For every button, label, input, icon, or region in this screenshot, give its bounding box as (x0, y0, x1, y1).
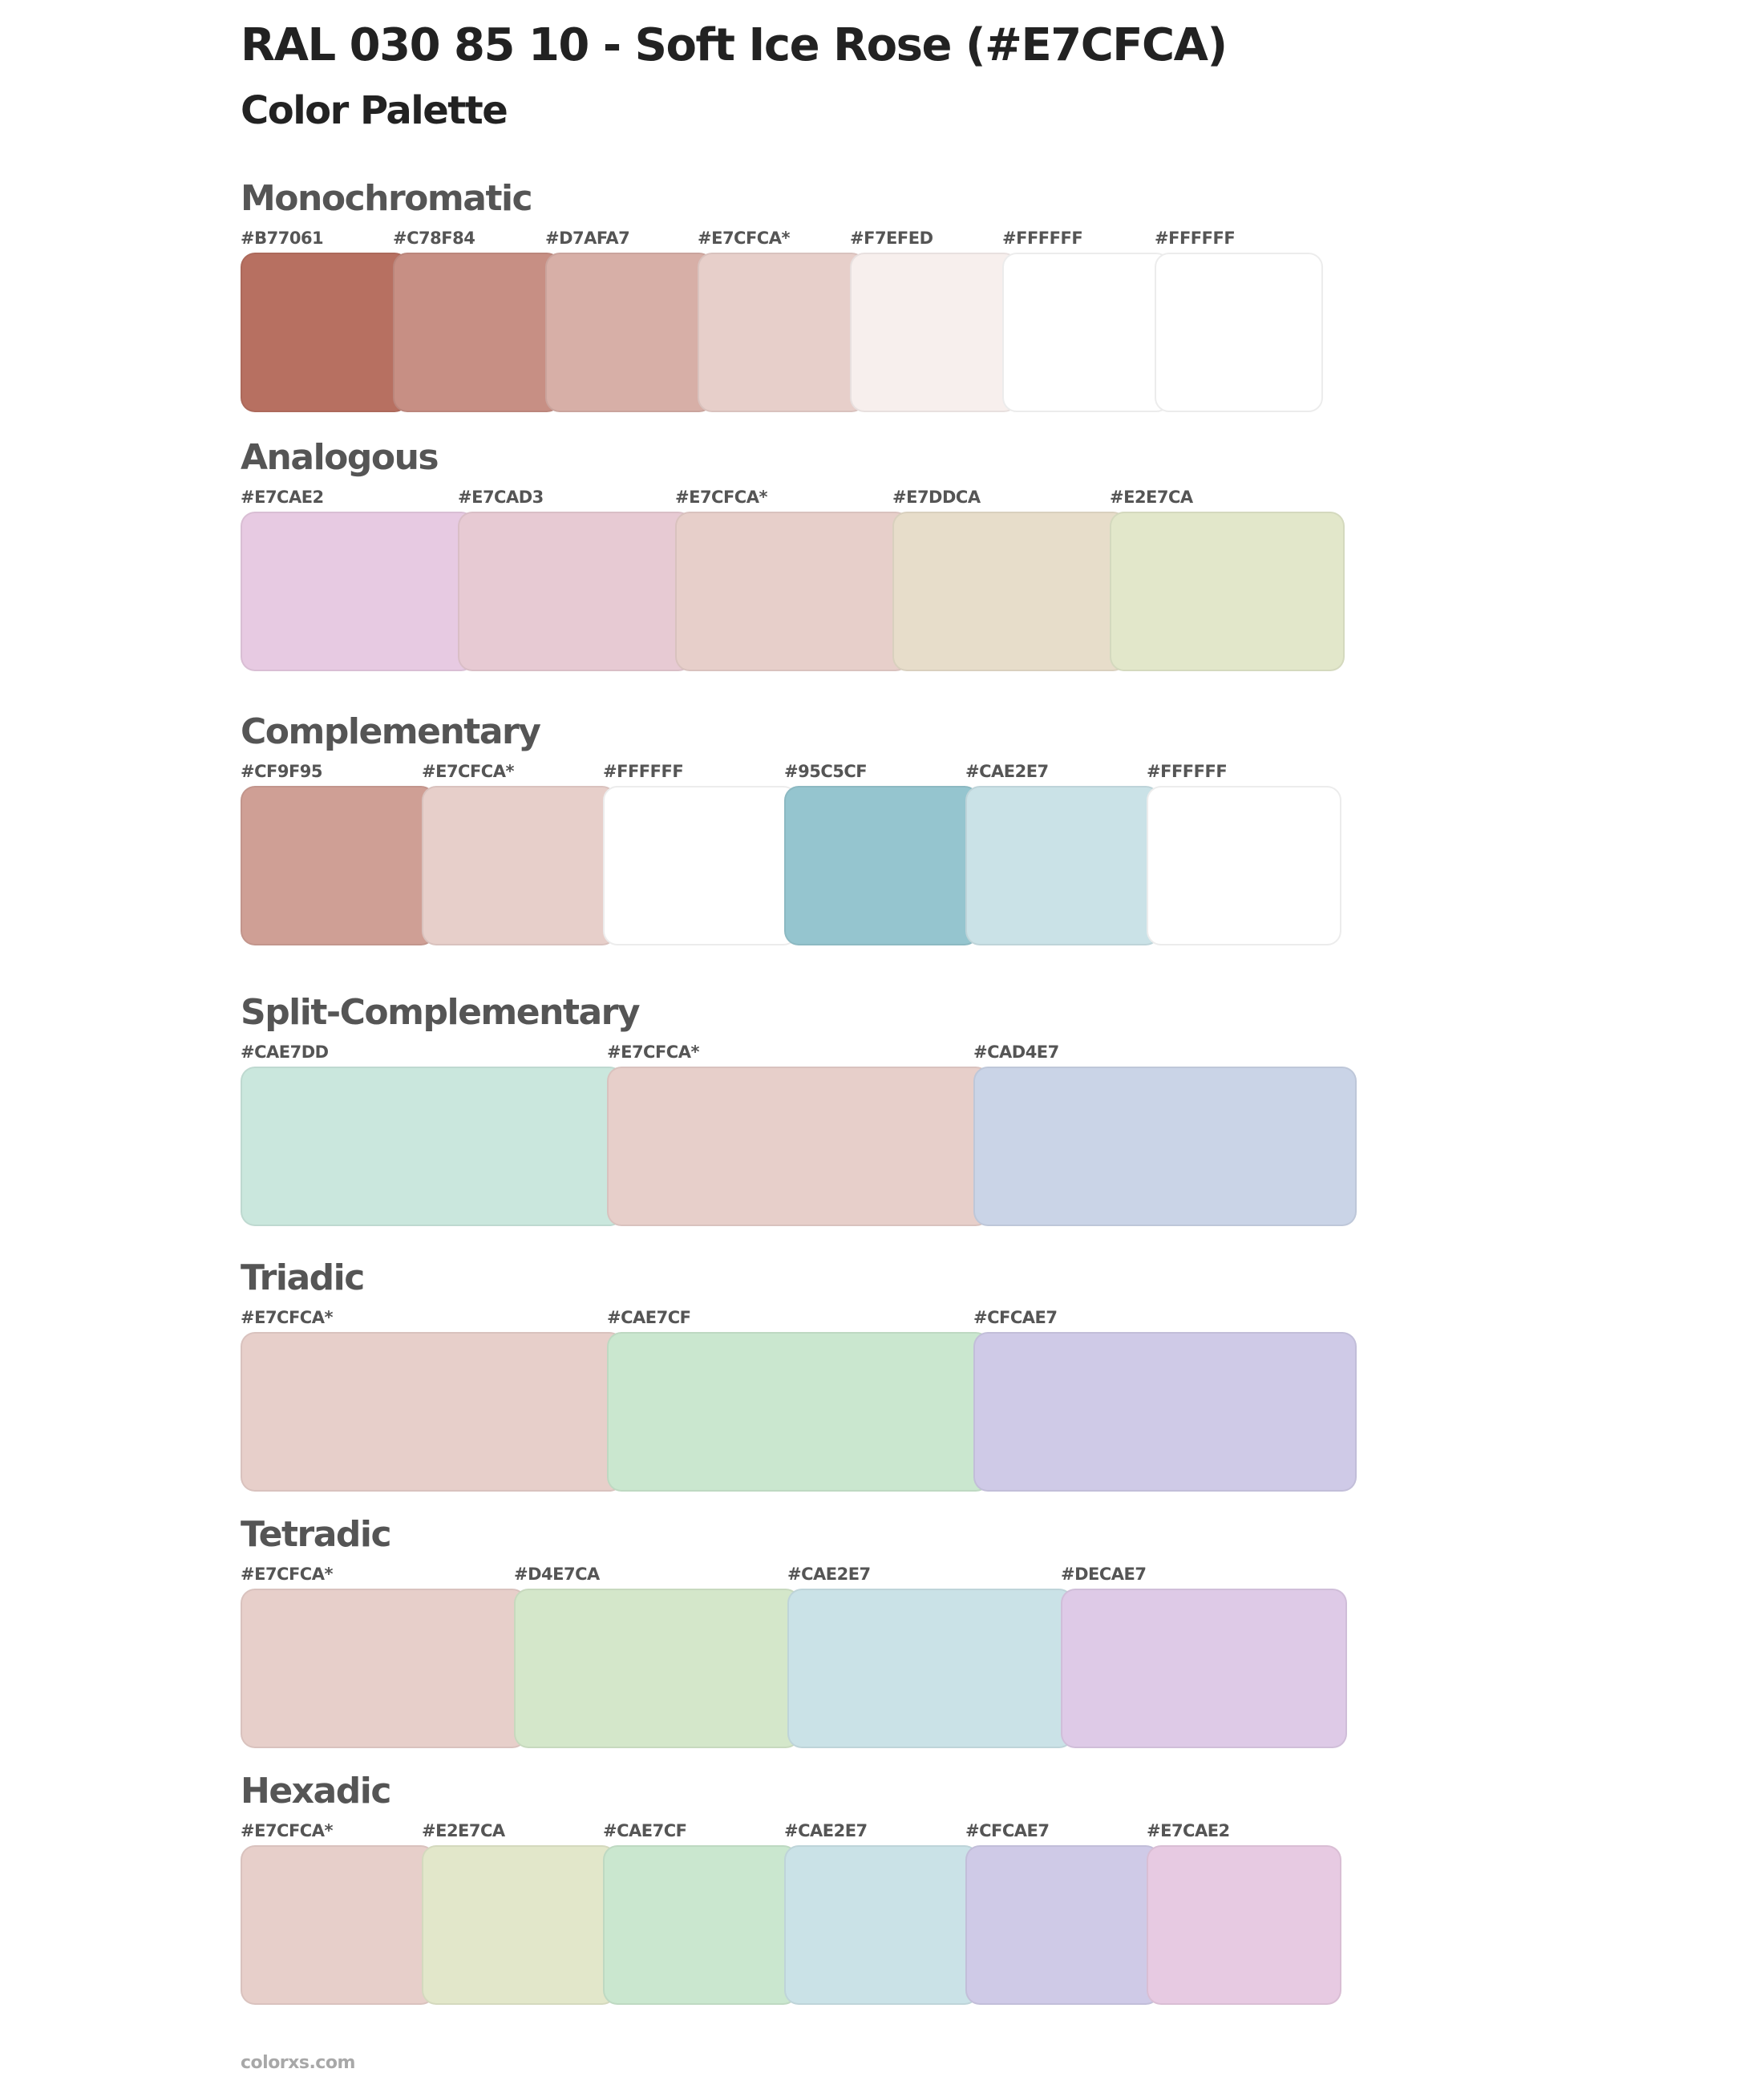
section-heading: Split-Complementary (241, 992, 641, 1033)
swatch-hex-label: #CAE7CF (607, 1308, 691, 1327)
swatch-color-block[interactable] (241, 1332, 624, 1492)
footer-site-link[interactable]: colorxs.com (241, 2053, 355, 2073)
swatch-hex-label: #CAE7DD (241, 1042, 329, 1062)
swatch-hex-label: #E2E7CA (1110, 488, 1193, 507)
section-heading: Monochromatic (241, 178, 533, 219)
swatch-color-block[interactable] (422, 786, 617, 945)
swatch-color-block[interactable] (458, 512, 693, 671)
swatch-color-block[interactable] (241, 1067, 624, 1226)
swatch-color-block[interactable] (787, 1589, 1074, 1748)
section-heading: Triadic (241, 1257, 365, 1298)
swatch-hex-label: #E7CFCA* (675, 488, 767, 507)
swatch-hex-label: #E7CFCA* (422, 762, 514, 781)
page-subtitle: Color Palette (241, 88, 508, 133)
swatch-hex-label: #E7CAD3 (458, 488, 544, 507)
swatch-hex-label: #CAE2E7 (965, 762, 1049, 781)
swatch-hex-label: #E2E7CA (422, 1821, 505, 1840)
swatch-hex-label: #E7CFCA* (607, 1042, 699, 1062)
swatch-hex-label: #E7CFCA* (241, 1565, 333, 1584)
swatch-hex-label: #B77061 (241, 229, 324, 248)
swatch-color-block[interactable] (241, 1845, 435, 2005)
swatch-color-block[interactable] (784, 1845, 979, 2005)
swatch-color-block[interactable] (965, 786, 1160, 945)
swatch-hex-label: #D7AFA7 (545, 229, 630, 248)
swatch-hex-label: #E7CFCA* (241, 1821, 333, 1840)
swatch-color-block[interactable] (698, 253, 866, 412)
swatch-color-block[interactable] (1002, 253, 1171, 412)
swatch-hex-label: #CF9F95 (241, 762, 323, 781)
swatch-color-block[interactable] (1147, 786, 1341, 945)
swatch-hex-label: #CFCAE7 (973, 1308, 1058, 1327)
swatch-hex-label: #E7CFCA* (698, 229, 790, 248)
swatch-color-block[interactable] (1147, 1845, 1341, 2005)
swatch-color-block[interactable] (607, 1067, 990, 1226)
section-heading: Analogous (241, 437, 439, 478)
section-heading: Complementary (241, 711, 541, 752)
swatch-color-block[interactable] (1110, 512, 1345, 671)
swatch-hex-label: #E7DDCA (892, 488, 981, 507)
swatch-hex-label: #CAE2E7 (784, 1821, 868, 1840)
swatch-hex-label: #FFFFFF (1002, 229, 1083, 248)
swatch-color-block[interactable] (241, 786, 435, 945)
swatch-color-block[interactable] (422, 1845, 617, 2005)
swatch-color-block[interactable] (1061, 1589, 1347, 1748)
swatch-hex-label: #CAD4E7 (973, 1042, 1059, 1062)
swatch-color-block[interactable] (603, 1845, 798, 2005)
swatch-hex-label: #F7EFED (850, 229, 933, 248)
swatch-hex-label: #C78F84 (393, 229, 475, 248)
swatch-hex-label: #FFFFFF (1147, 762, 1228, 781)
swatch-color-block[interactable] (607, 1332, 990, 1492)
swatch-hex-label: #DECAE7 (1061, 1565, 1147, 1584)
section-heading: Tetradic (241, 1514, 392, 1555)
swatch-color-block[interactable] (973, 1332, 1357, 1492)
swatch-hex-label: #E7CAE2 (241, 488, 324, 507)
swatch-color-block[interactable] (603, 786, 798, 945)
swatch-color-block[interactable] (892, 512, 1127, 671)
swatch-hex-label: #E7CAE2 (1147, 1821, 1230, 1840)
swatch-hex-label: #95C5CF (784, 762, 868, 781)
swatch-color-block[interactable] (675, 512, 910, 671)
swatch-hex-label: #CAE2E7 (787, 1565, 871, 1584)
swatch-color-block[interactable] (514, 1589, 800, 1748)
swatch-hex-label: #FFFFFF (1155, 229, 1236, 248)
swatch-color-block[interactable] (241, 1589, 527, 1748)
swatch-hex-label: #CFCAE7 (965, 1821, 1050, 1840)
swatch-color-block[interactable] (545, 253, 714, 412)
section-heading: Hexadic (241, 1771, 391, 1812)
swatch-color-block[interactable] (393, 253, 561, 412)
swatch-hex-label: #FFFFFF (603, 762, 684, 781)
swatch-color-block[interactable] (241, 253, 409, 412)
swatch-hex-label: #E7CFCA* (241, 1308, 333, 1327)
swatch-color-block[interactable] (241, 512, 475, 671)
swatch-hex-label: #D4E7CA (514, 1565, 600, 1584)
swatch-color-block[interactable] (850, 253, 1018, 412)
swatch-color-block[interactable] (784, 786, 979, 945)
page-title: RAL 030 85 10 - Soft Ice Rose (#E7CFCA) (241, 19, 1228, 71)
swatch-hex-label: #CAE7CF (603, 1821, 687, 1840)
swatch-color-block[interactable] (1155, 253, 1323, 412)
swatch-color-block[interactable] (965, 1845, 1160, 2005)
swatch-color-block[interactable] (973, 1067, 1357, 1226)
